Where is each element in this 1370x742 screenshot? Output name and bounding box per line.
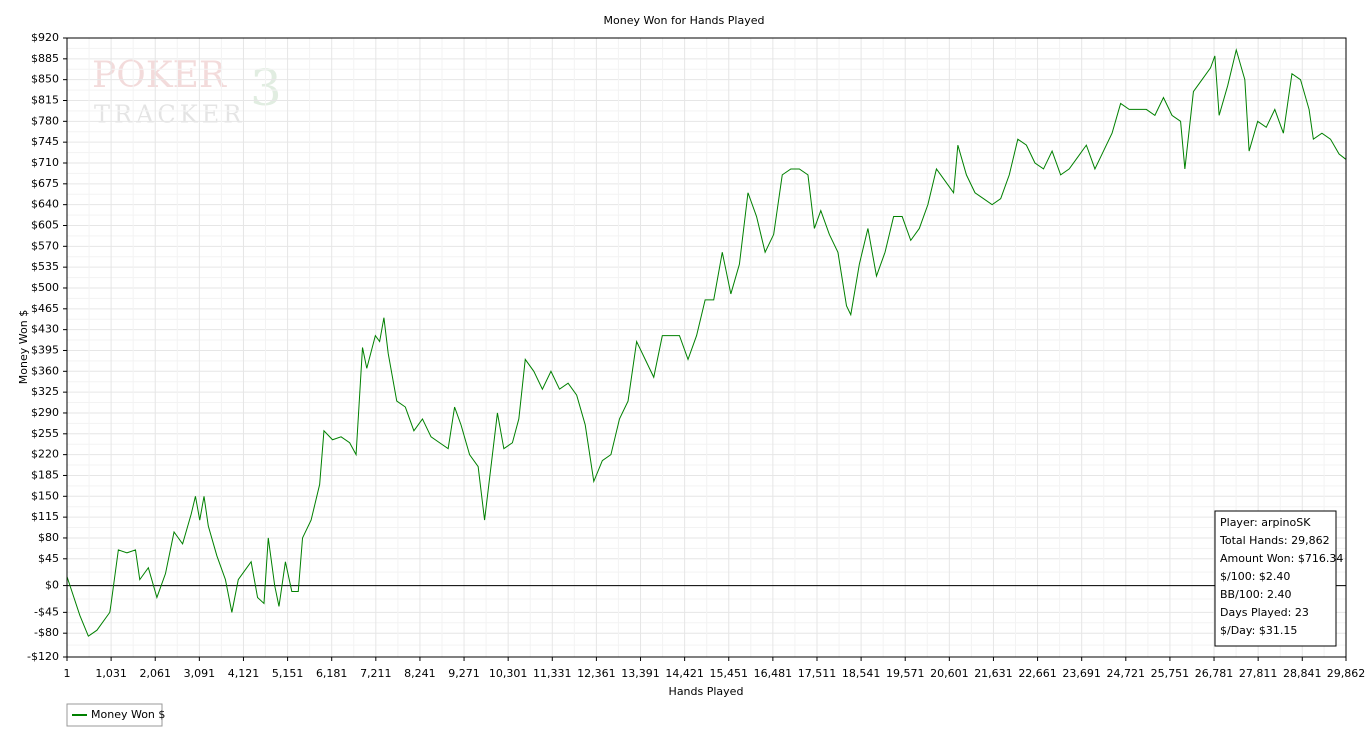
x-tick-label: 11,331 <box>533 667 572 680</box>
x-tick-label: 16,481 <box>754 667 793 680</box>
chart-title: Money Won for Hands Played <box>604 14 765 27</box>
y-tick-label: $45 <box>38 552 59 565</box>
data-line <box>66 47 1347 637</box>
y-tick-label: $745 <box>31 135 59 148</box>
y-tick-label: $640 <box>31 198 59 211</box>
x-tick-label: 5,151 <box>272 667 304 680</box>
x-tick-label: 3,091 <box>184 667 216 680</box>
x-tick-label: 8,241 <box>404 667 436 680</box>
y-tick-label: $535 <box>31 260 59 273</box>
info-line: Amount Won: $716.34 <box>1220 552 1343 565</box>
info-box-frame <box>1214 510 1337 647</box>
x-tick-label: 12,361 <box>577 667 616 680</box>
x-tick-label: 9,271 <box>448 667 480 680</box>
x-tick-label: 21,631 <box>974 667 1013 680</box>
y-tick-label: -$45 <box>34 605 59 618</box>
y-tick-label: $850 <box>31 73 59 86</box>
info-line: BB/100: 2.40 <box>1220 588 1292 601</box>
x-tick-label: 1 <box>64 667 71 680</box>
x-tick-label: 4,121 <box>228 667 260 680</box>
y-tick-label: -$120 <box>27 650 59 663</box>
x-tick-label: 23,691 <box>1062 667 1101 680</box>
legend-frame <box>66 703 163 727</box>
x-tick-label: 20,601 <box>930 667 969 680</box>
x-tick-label: 17,511 <box>798 667 837 680</box>
y-axis-label: Money Won $ <box>17 310 30 384</box>
x-tick-label: 2,061 <box>139 667 171 680</box>
x-tick-label: 22,661 <box>1018 667 1057 680</box>
y-tick-label: $80 <box>38 531 59 544</box>
y-tick-label: $920 <box>31 31 59 44</box>
legend-label: Money Won $ <box>91 708 165 721</box>
x-tick-label: 7,211 <box>360 667 392 680</box>
x-tick-label: 15,451 <box>710 667 749 680</box>
x-tick-label: 1,031 <box>95 667 127 680</box>
y-tick-label: $780 <box>31 114 59 127</box>
y-tick-label: $570 <box>31 239 59 252</box>
info-line: $/100: $2.40 <box>1220 570 1290 583</box>
x-tick-label: 6,181 <box>316 667 348 680</box>
x-tick-label: 28,841 <box>1283 667 1322 680</box>
y-tick-label: $360 <box>31 364 59 377</box>
y-tick-label: $115 <box>31 510 59 523</box>
info-line: $/Day: $31.15 <box>1220 624 1297 637</box>
x-tick-label: 19,571 <box>886 667 925 680</box>
y-tick-label: $185 <box>31 468 59 481</box>
y-tick-label: $430 <box>31 323 59 336</box>
y-tick-label: $255 <box>31 427 59 440</box>
info-line: Days Played: 23 <box>1220 606 1309 619</box>
y-tick-label: $465 <box>31 302 59 315</box>
y-tick-label: -$80 <box>34 626 59 639</box>
y-tick-label: $220 <box>31 448 59 461</box>
y-tick-label: $885 <box>31 52 59 65</box>
y-tick-label: $500 <box>31 281 59 294</box>
y-tick-label: $325 <box>31 385 59 398</box>
info-line: Player: arpinoSK <box>1220 516 1311 529</box>
x-tick-label: 10,301 <box>489 667 528 680</box>
x-tick-label: 29,862 <box>1327 667 1366 680</box>
x-tick-label: 27,811 <box>1239 667 1278 680</box>
y-tick-label: $150 <box>31 489 59 502</box>
plot <box>66 47 1347 637</box>
y-tick-label: $0 <box>45 579 59 592</box>
legend: Money Won $ <box>66 703 165 727</box>
x-tick-label: 14,421 <box>665 667 704 680</box>
y-tick-label: $395 <box>31 343 59 356</box>
watermark-text: TRACKER <box>94 101 245 129</box>
info-box: Player: arpinoSK Total Hands: 29,862 Amoun… <box>1214 510 1343 647</box>
x-tick-label: 18,541 <box>842 667 881 680</box>
y-tick-label: $290 <box>31 406 59 419</box>
watermark-text: POKER <box>92 55 227 96</box>
x-tick-label: 25,751 <box>1151 667 1190 680</box>
y-tick-label: $675 <box>31 177 59 190</box>
x-tick-label: 13,391 <box>621 667 660 680</box>
y-tick-label: $710 <box>31 156 59 169</box>
y-tick-label: $605 <box>31 218 59 231</box>
plot-border <box>66 37 1347 658</box>
y-tick-label: $815 <box>31 93 59 106</box>
x-tick-label: 26,781 <box>1195 667 1234 680</box>
x-axis-label: Hands Played <box>669 685 744 698</box>
x-tick-label: 24,721 <box>1107 667 1146 680</box>
info-line: Total Hands: 29,862 <box>1219 534 1330 547</box>
